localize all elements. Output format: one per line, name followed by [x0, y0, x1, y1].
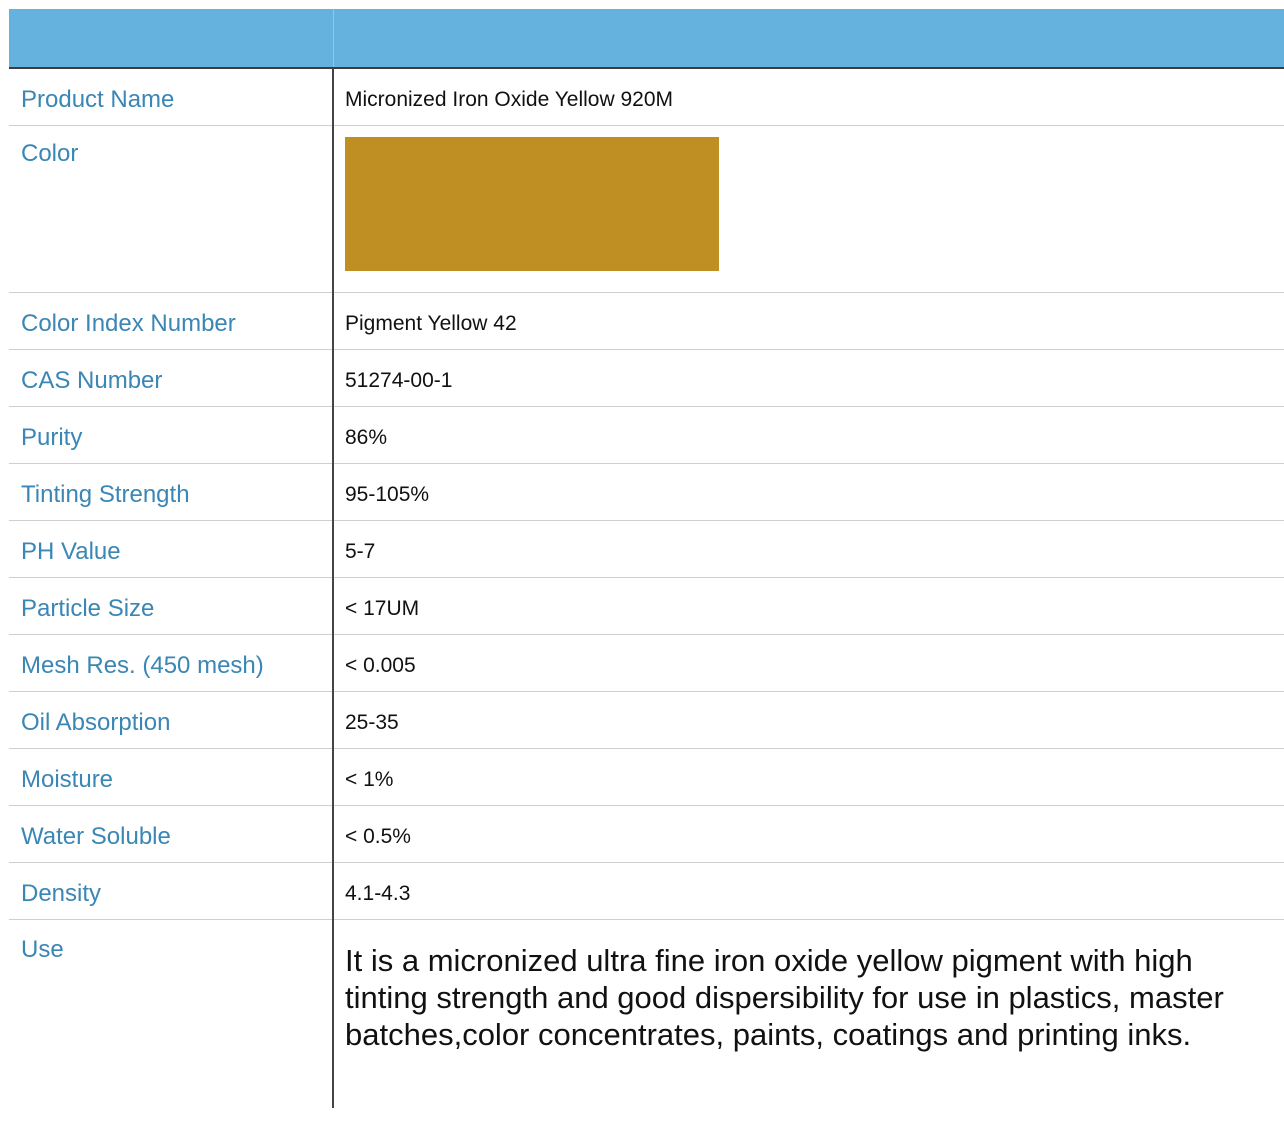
row-value-particle-size: < 17UM	[333, 577, 1284, 635]
row-label-purity: Purity	[9, 406, 334, 464]
table-row-use: Use It is a micronized ultra fine iron o…	[9, 919, 1284, 1108]
row-label-use: Use	[9, 919, 334, 1108]
row-label-water-soluble: Water Soluble	[9, 805, 334, 863]
table-row-color: Color	[9, 125, 1284, 293]
row-label-ph-value: PH Value	[9, 520, 334, 578]
row-label-tinting-strength: Tinting Strength	[9, 463, 334, 521]
header-value-cell	[333, 9, 1284, 69]
row-value-moisture: < 1%	[333, 748, 1284, 806]
row-label-color: Color	[9, 125, 334, 293]
row-value-oil-absorption: 25-35	[333, 691, 1284, 749]
table-row-ph-value: PH Value 5-7	[9, 520, 1284, 578]
row-value-ph-value: 5-7	[333, 520, 1284, 578]
row-value-density: 4.1-4.3	[333, 862, 1284, 920]
color-swatch	[345, 136, 719, 271]
row-value-water-soluble: < 0.5%	[333, 805, 1284, 863]
row-value-use: It is a micronized ultra fine iron oxide…	[345, 942, 1224, 1052]
table-row-color-index-number: Color Index Number Pigment Yellow 42	[9, 292, 1284, 350]
row-value-cas-number: 51274-00-1	[333, 349, 1284, 407]
table-row-oil-absorption: Oil Absorption 25-35	[9, 691, 1284, 749]
row-value-mesh-res: < 0.005	[333, 634, 1284, 692]
row-label-color-index-number: Color Index Number	[9, 292, 334, 350]
table-row-density: Density 4.1-4.3	[9, 862, 1284, 920]
table-row-cas-number: CAS Number 51274-00-1	[9, 349, 1284, 407]
row-label-cas-number: CAS Number	[9, 349, 334, 407]
table-row-particle-size: Particle Size < 17UM	[9, 577, 1284, 635]
table-row-tinting-strength: Tinting Strength 95-105%	[9, 463, 1284, 521]
row-value-tinting-strength: 95-105%	[333, 463, 1284, 521]
row-value-purity: 86%	[333, 406, 1284, 464]
row-label-density: Density	[9, 862, 334, 920]
product-spec-table: Product Name Micronized Iron Oxide Yello…	[9, 9, 1284, 1108]
table-row-water-soluble: Water Soluble < 0.5%	[9, 805, 1284, 863]
table-row-product-name: Product Name Micronized Iron Oxide Yello…	[9, 68, 1284, 126]
table-header-row	[9, 9, 1284, 69]
table-row-purity: Purity 86%	[9, 406, 1284, 464]
row-value-color	[333, 125, 1284, 293]
table-row-mesh-res: Mesh Res. (450 mesh) < 0.005	[9, 634, 1284, 692]
row-value-color-index-number: Pigment Yellow 42	[333, 292, 1284, 350]
row-label-moisture: Moisture	[9, 748, 334, 806]
row-label-mesh-res: Mesh Res. (450 mesh)	[9, 634, 334, 692]
header-label-cell	[9, 9, 334, 69]
table-row-moisture: Moisture < 1%	[9, 748, 1284, 806]
row-label-oil-absorption: Oil Absorption	[9, 691, 334, 749]
row-label-product-name: Product Name	[9, 68, 334, 126]
row-value-product-name: Micronized Iron Oxide Yellow 920M	[333, 68, 1284, 126]
row-label-particle-size: Particle Size	[9, 577, 334, 635]
